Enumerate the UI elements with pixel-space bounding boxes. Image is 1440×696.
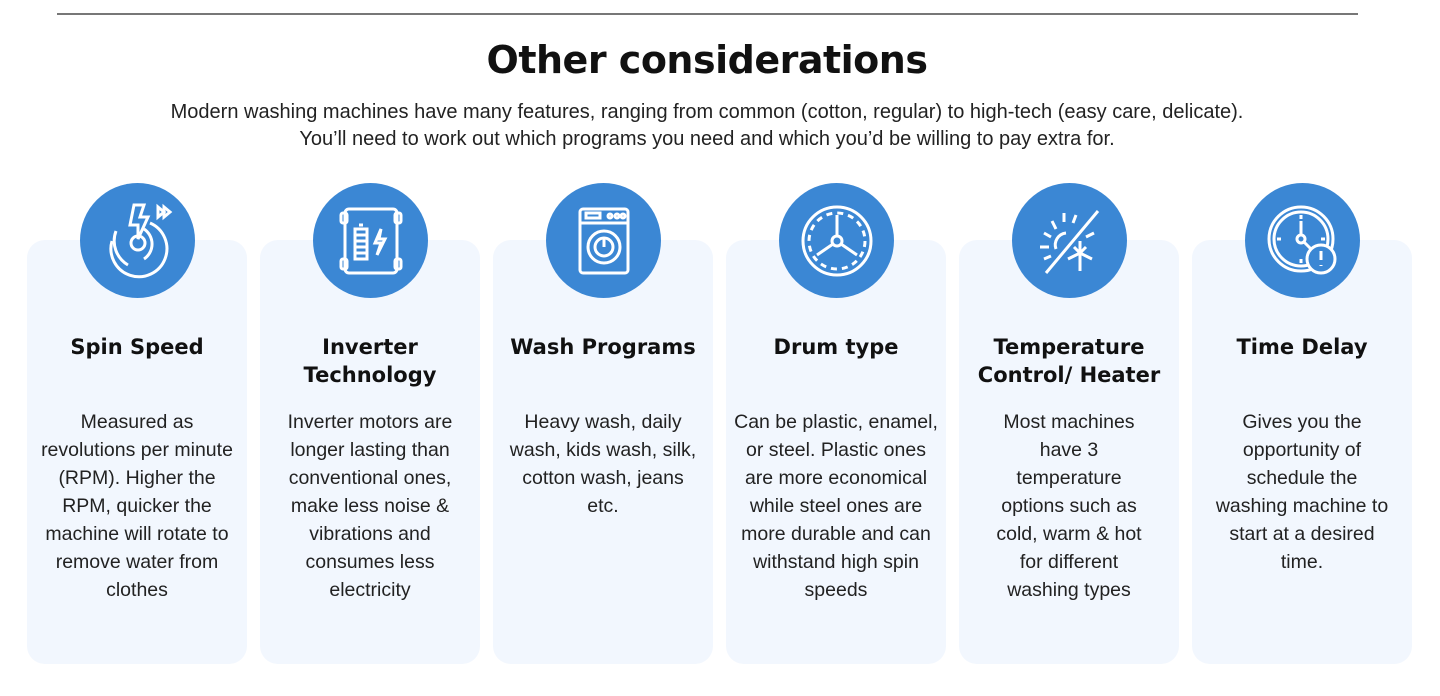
card-title: Temperature Control/ Heater xyxy=(977,335,1161,387)
card-inverter xyxy=(260,240,480,664)
page-title: Other considerations xyxy=(486,38,928,82)
card-time-delay xyxy=(1192,240,1412,664)
drum-icon xyxy=(779,183,894,298)
intro-text: Modern washing machines have many featur… xyxy=(170,101,1244,150)
card-body: Gives you the opportunity of schedule th… xyxy=(1215,411,1389,573)
spin-speed-icon xyxy=(80,183,195,298)
card-body: Inverter motors are longer lasting than … xyxy=(287,411,453,601)
card-title: Inverter Technology xyxy=(303,335,437,387)
clock-alert-icon xyxy=(1245,183,1360,298)
card-spin-speed xyxy=(27,240,247,664)
card-body: Heavy wash, daily wash, kids wash, silk,… xyxy=(509,411,697,517)
card-title: Spin Speed xyxy=(70,335,204,359)
card-body: Most machines have 3 temperature options… xyxy=(996,411,1142,601)
sun-snowflake-icon xyxy=(1012,183,1127,298)
card-temperature xyxy=(959,240,1179,664)
card-title: Drum type xyxy=(773,335,899,359)
divider xyxy=(57,13,1358,15)
card-drum-type xyxy=(726,240,946,664)
washing-machine-icon xyxy=(546,183,661,298)
inverter-battery-icon xyxy=(313,183,428,298)
card-body: Can be plastic, enamel, or steel. Plasti… xyxy=(734,411,938,601)
card-wash-programs xyxy=(493,240,713,664)
card-title: Time Delay xyxy=(1236,335,1368,359)
card-title: Wash Programs xyxy=(510,335,696,359)
card-body: Measured as revolutions per minute (RPM)… xyxy=(41,411,233,601)
